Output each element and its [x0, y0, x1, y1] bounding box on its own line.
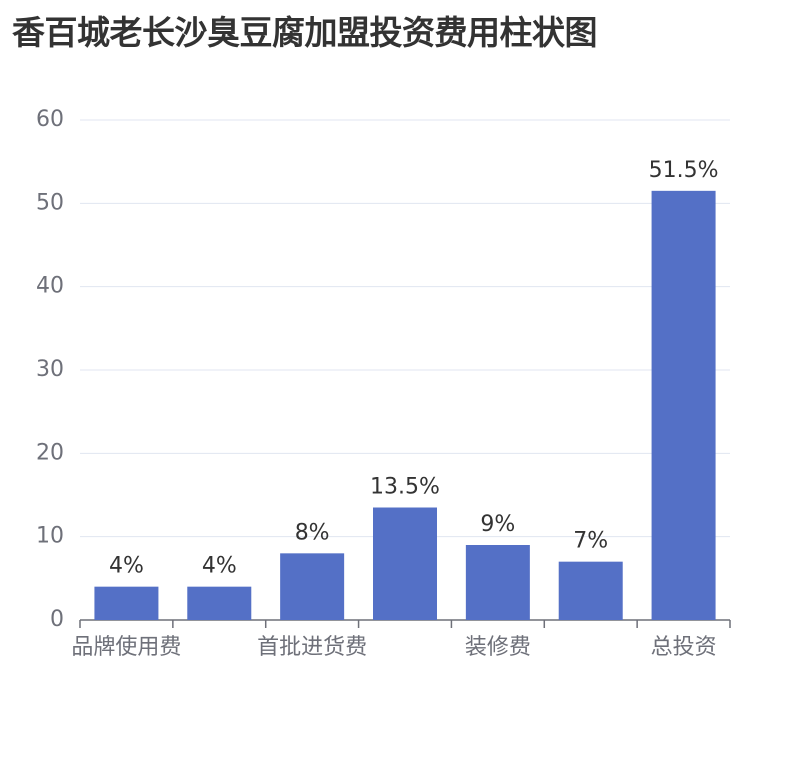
bar — [187, 586, 252, 620]
bar — [280, 553, 345, 620]
y-tick-label: 20 — [36, 440, 64, 465]
data-label: 7% — [573, 529, 608, 554]
data-label: 13.5% — [370, 475, 440, 500]
data-label: 4% — [202, 554, 237, 579]
data-label: 4% — [109, 554, 144, 579]
x-tick-label: 装修费 — [465, 635, 531, 660]
bar — [373, 507, 437, 620]
x-tick-label: 首批进货费 — [257, 635, 367, 660]
y-tick-label: 10 — [36, 524, 64, 549]
x-tick-label: 总投资 — [651, 635, 717, 660]
data-label: 51.5% — [649, 158, 719, 183]
y-tick-label: 50 — [36, 190, 64, 215]
bar — [651, 190, 716, 621]
data-label: 8% — [295, 520, 330, 545]
y-tick-label: 40 — [36, 274, 64, 299]
chart-title: 香百城老长沙臭豆腐加盟投资费用柱状图 — [12, 13, 598, 52]
bar — [94, 586, 159, 620]
y-tick-label: 0 — [50, 607, 64, 632]
y-tick-label: 30 — [36, 357, 64, 382]
data-label: 9% — [480, 512, 515, 537]
y-tick-label: 60 — [36, 107, 64, 132]
bar — [465, 545, 530, 620]
bar — [558, 561, 623, 620]
x-tick-label: 品牌使用费 — [71, 635, 181, 660]
